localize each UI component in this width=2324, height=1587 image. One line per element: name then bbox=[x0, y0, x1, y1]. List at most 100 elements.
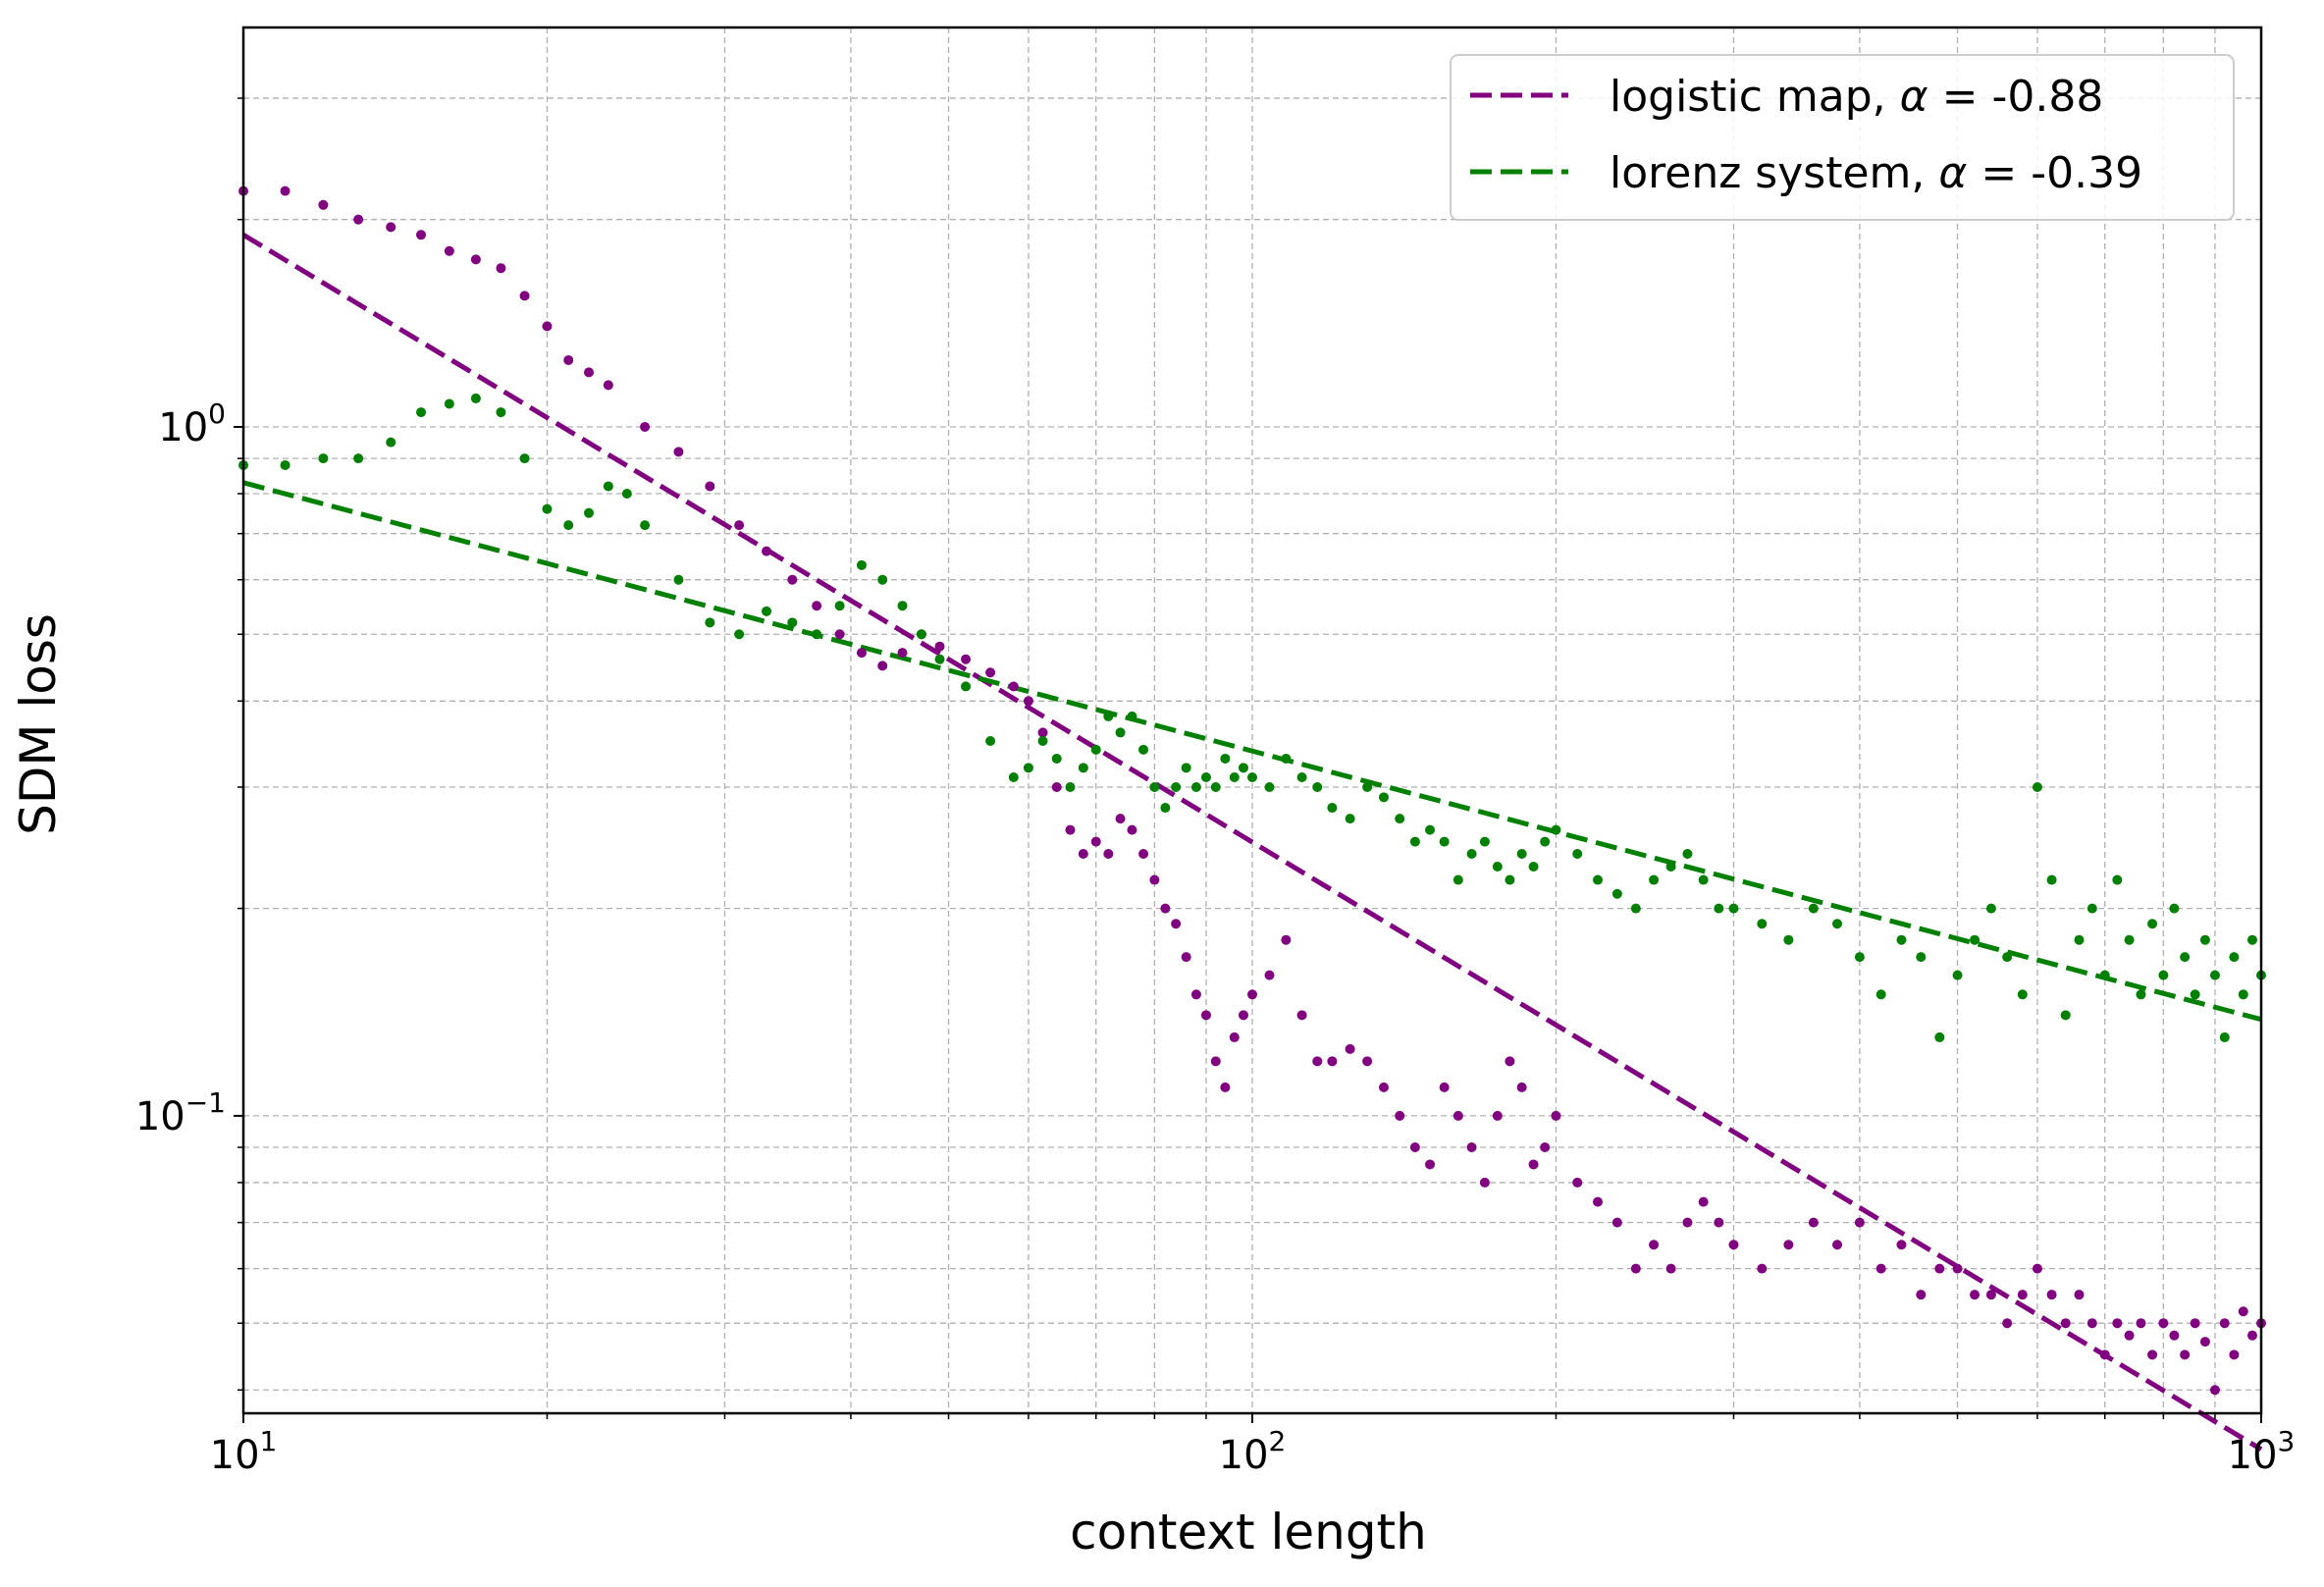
point-logistic-map bbox=[1312, 1056, 1323, 1067]
point-logistic-map bbox=[1181, 952, 1191, 963]
point-logistic-map bbox=[1103, 849, 1114, 860]
point-lorenz-system bbox=[2032, 781, 2042, 792]
x-tick-label: 103 bbox=[2228, 1425, 2296, 1478]
point-lorenz-system bbox=[2002, 952, 2013, 963]
point-lorenz-system bbox=[734, 629, 745, 640]
point-lorenz-system bbox=[1934, 1032, 1945, 1042]
point-lorenz-system bbox=[2209, 970, 2220, 980]
point-lorenz-system bbox=[2158, 970, 2169, 980]
point-lorenz-system bbox=[1611, 888, 1622, 899]
grid bbox=[242, 27, 2262, 1413]
point-lorenz-system bbox=[1540, 836, 1551, 847]
point-lorenz-system bbox=[2112, 874, 2123, 885]
point-lorenz-system bbox=[2190, 989, 2200, 1000]
point-logistic-map bbox=[1808, 1217, 1819, 1228]
y-tick-label: 10−1 bbox=[135, 1086, 226, 1139]
point-logistic-map bbox=[1409, 1142, 1420, 1153]
point-lorenz-system bbox=[603, 481, 613, 492]
point-lorenz-system bbox=[542, 503, 553, 514]
point-lorenz-system bbox=[1698, 874, 1709, 885]
point-lorenz-system bbox=[1985, 903, 1996, 914]
point-logistic-map bbox=[2017, 1290, 2028, 1300]
point-logistic-map bbox=[1220, 1082, 1231, 1092]
point-logistic-map bbox=[2086, 1318, 2097, 1329]
point-logistic-map bbox=[1649, 1240, 1660, 1250]
legend-entry-logistic-map: logistic map, α = -0.88 bbox=[1610, 72, 2103, 122]
point-lorenz-system bbox=[1296, 772, 1307, 783]
point-lorenz-system bbox=[1190, 781, 1201, 792]
point-logistic-map bbox=[2124, 1330, 2135, 1341]
point-logistic-map bbox=[2136, 1318, 2146, 1329]
point-logistic-map bbox=[985, 667, 996, 678]
point-logistic-map bbox=[1479, 1177, 1490, 1188]
point-lorenz-system bbox=[1516, 849, 1527, 860]
point-lorenz-system bbox=[386, 437, 396, 448]
point-lorenz-system bbox=[1247, 772, 1257, 783]
point-logistic-map bbox=[1970, 1290, 1981, 1300]
point-lorenz-system bbox=[2219, 1032, 2230, 1042]
point-logistic-map bbox=[1200, 1010, 1211, 1021]
point-lorenz-system bbox=[1649, 874, 1660, 885]
point-logistic-map bbox=[2112, 1318, 2123, 1329]
point-logistic-map bbox=[496, 263, 506, 274]
point-logistic-map bbox=[1296, 1010, 1307, 1021]
point-lorenz-system bbox=[1409, 836, 1420, 847]
point-logistic-map bbox=[2099, 1349, 2110, 1360]
point-logistic-map bbox=[1425, 1159, 1436, 1170]
point-lorenz-system bbox=[496, 407, 506, 418]
point-lorenz-system bbox=[621, 488, 632, 499]
point-logistic-map bbox=[705, 481, 715, 492]
point-lorenz-system bbox=[1127, 711, 1137, 721]
point-logistic-map bbox=[444, 245, 454, 256]
point-logistic-map bbox=[1714, 1217, 1724, 1228]
point-lorenz-system bbox=[1528, 861, 1539, 872]
point-logistic-map bbox=[1452, 1110, 1463, 1121]
fit-line-logistic-map bbox=[241, 233, 2263, 1452]
point-lorenz-system bbox=[2099, 970, 2110, 980]
point-logistic-map bbox=[1916, 1290, 1927, 1300]
point-lorenz-system bbox=[280, 459, 290, 470]
point-lorenz-system bbox=[1479, 836, 1490, 847]
point-logistic-map bbox=[2147, 1349, 2158, 1360]
point-lorenz-system bbox=[1200, 772, 1211, 783]
point-logistic-map bbox=[834, 629, 845, 640]
point-logistic-map bbox=[1229, 1032, 1240, 1042]
point-logistic-map bbox=[1611, 1217, 1622, 1228]
point-lorenz-system bbox=[1875, 989, 1886, 1000]
legend: logistic map, α = -0.88 lorenz system, α… bbox=[1450, 54, 2235, 221]
point-lorenz-system bbox=[1345, 814, 1355, 824]
point-logistic-map bbox=[1127, 824, 1137, 835]
point-lorenz-system bbox=[1378, 792, 1389, 803]
point-logistic-map bbox=[897, 648, 908, 659]
y-axis-label: SDM loss bbox=[10, 613, 67, 835]
point-logistic-map bbox=[1264, 970, 1275, 980]
point-logistic-map bbox=[1832, 1240, 1843, 1250]
data-points bbox=[238, 185, 2266, 1396]
point-logistic-map bbox=[1698, 1196, 1709, 1207]
point-lorenz-system bbox=[1051, 753, 1062, 764]
point-lorenz-system bbox=[1714, 903, 1724, 914]
point-logistic-map bbox=[1065, 824, 1076, 835]
point-lorenz-system bbox=[1078, 763, 1088, 773]
point-lorenz-system bbox=[1362, 781, 1373, 792]
point-lorenz-system bbox=[1757, 919, 1768, 929]
point-lorenz-system bbox=[1037, 736, 1048, 747]
point-lorenz-system bbox=[353, 453, 364, 464]
point-logistic-map bbox=[1378, 1082, 1389, 1092]
point-logistic-map bbox=[1138, 849, 1149, 860]
point-logistic-map bbox=[280, 185, 290, 196]
point-lorenz-system bbox=[2238, 989, 2248, 1000]
point-lorenz-system bbox=[1395, 814, 1405, 824]
fit-lines bbox=[241, 233, 2263, 1452]
point-lorenz-system bbox=[673, 574, 684, 585]
point-logistic-map bbox=[734, 520, 745, 531]
point-lorenz-system bbox=[1008, 772, 1019, 783]
point-logistic-map bbox=[2238, 1306, 2248, 1317]
point-logistic-map bbox=[1505, 1056, 1515, 1067]
point-lorenz-system bbox=[640, 520, 651, 531]
point-logistic-map bbox=[2032, 1263, 2042, 1274]
point-lorenz-system bbox=[1210, 781, 1221, 792]
point-lorenz-system bbox=[961, 681, 972, 692]
x-axis-label: context length bbox=[1070, 1504, 1427, 1561]
point-lorenz-system bbox=[1281, 753, 1292, 764]
